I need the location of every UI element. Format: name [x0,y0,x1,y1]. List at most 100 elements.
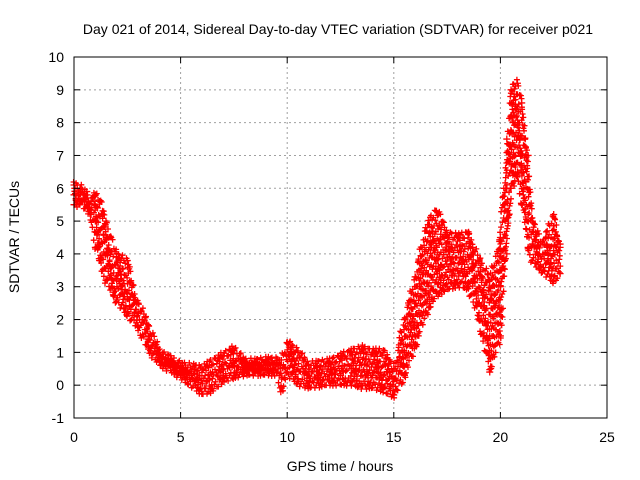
data-point [294,375,302,383]
data-point [469,243,477,251]
data-point [226,363,234,371]
data-point [113,253,121,261]
data-point [550,247,558,255]
data-point [125,296,133,304]
y-tick-label: 7 [56,147,64,163]
data-point [432,243,440,251]
data-point [81,194,89,202]
data-point [134,309,142,317]
data-point [155,358,163,366]
x-tick-label: 20 [493,429,509,445]
data-point [454,234,462,241]
data-point [330,365,338,373]
data-point [262,368,270,376]
x-tick-label: 0 [70,429,78,445]
data-point [486,368,494,376]
data-point [117,283,125,291]
data-point [96,197,104,205]
y-tick-label: 4 [56,246,64,262]
data-point [475,256,483,264]
data-point [215,373,223,381]
y-tick-label: 8 [56,115,64,131]
x-tick-label: 15 [386,429,402,445]
data-point [443,253,451,261]
y-tick-label: 2 [56,312,64,328]
data-point [113,296,121,304]
data-point [106,263,114,271]
data-point [347,348,355,356]
data-point [486,276,494,284]
data-point [258,361,266,369]
data-point [543,243,551,251]
data-point [447,243,455,251]
data-point [123,256,131,264]
data-point [102,276,110,284]
data-point [390,391,398,399]
data-point [479,332,487,340]
data-point [343,355,351,363]
data-point [554,240,562,248]
data-point [356,361,364,369]
data-point [358,381,366,389]
data-point [283,368,291,376]
data-point [528,217,536,225]
data-point [507,86,515,94]
data-point [379,371,387,379]
data-point [162,353,170,361]
data-point [145,332,153,340]
y-tick-label: 9 [56,82,64,98]
data-point [539,250,547,258]
data-point [509,119,517,127]
data-point [464,253,472,261]
data-point [209,384,217,392]
data-point [236,355,244,363]
data-point [337,371,344,379]
data-point [251,368,259,376]
data-point [507,112,515,120]
data-point [437,230,445,238]
data-point [102,217,110,225]
data-point [123,289,131,297]
data-point [415,283,423,291]
data-point [486,332,494,340]
data-point [524,151,532,159]
data-point [241,363,249,371]
data-point [496,332,504,340]
data-point [490,299,498,307]
x-axis-label: GPS time / hours [287,458,394,474]
data-point [368,348,376,356]
data-point [496,283,504,291]
data-point [556,270,564,278]
data-point [273,368,281,376]
data-point [198,375,206,383]
chart-title: Day 021 of 2014, Sidereal Day-to-day VTE… [83,21,593,37]
data-point [383,368,391,376]
data-point [454,266,462,274]
data-point [400,371,408,379]
data-point [172,363,180,371]
data-point [464,230,472,238]
x-tick-label: 25 [599,429,615,445]
y-tick-label: 1 [56,344,64,360]
data-point [177,361,185,369]
data-point [202,378,210,386]
data-point [273,360,281,368]
data-point [373,365,381,373]
y-tick-label: 10 [48,49,64,65]
data-point [113,276,121,284]
data-point [96,256,104,264]
data-point [458,256,466,264]
data-point [379,384,387,392]
data-point [326,368,334,376]
data-point [496,234,504,241]
data-point [87,197,95,205]
data-point [305,381,313,389]
data-point [411,299,419,307]
data-point [513,79,521,87]
data-point [475,316,483,324]
y-axis-label: SDTVAR / TECUs [6,181,22,293]
data-point [76,197,84,205]
data-point [550,211,558,219]
data-point [177,368,185,376]
data-point [422,224,430,232]
